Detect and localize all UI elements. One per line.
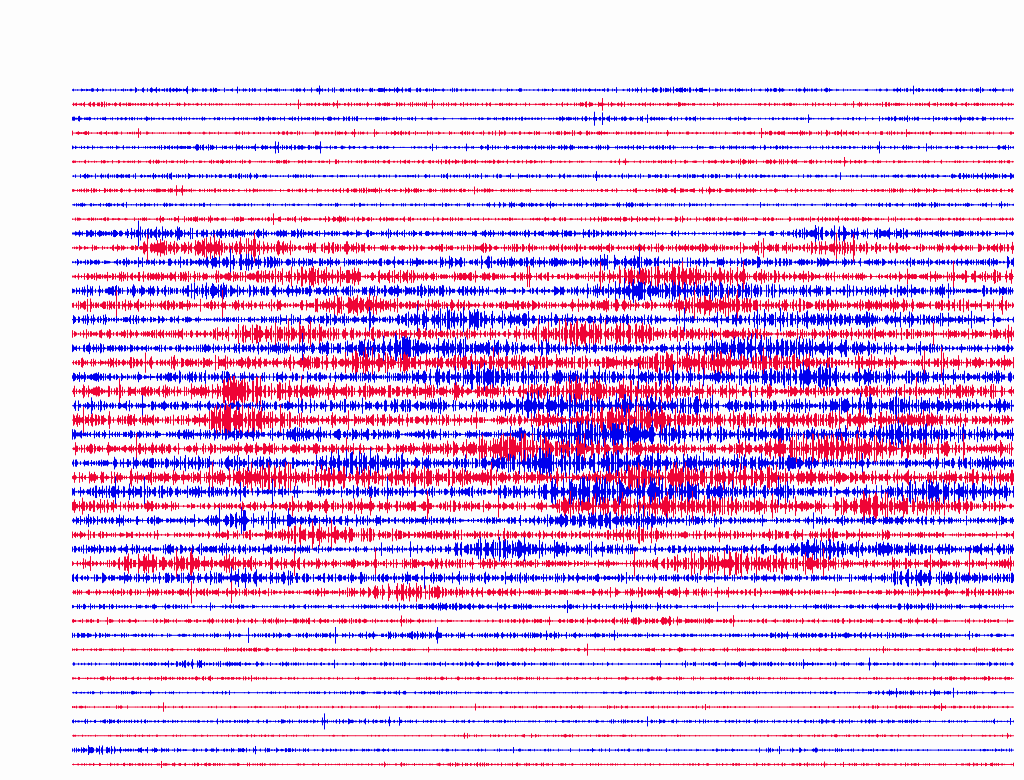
seismogram-trace-plot [0,0,1024,780]
